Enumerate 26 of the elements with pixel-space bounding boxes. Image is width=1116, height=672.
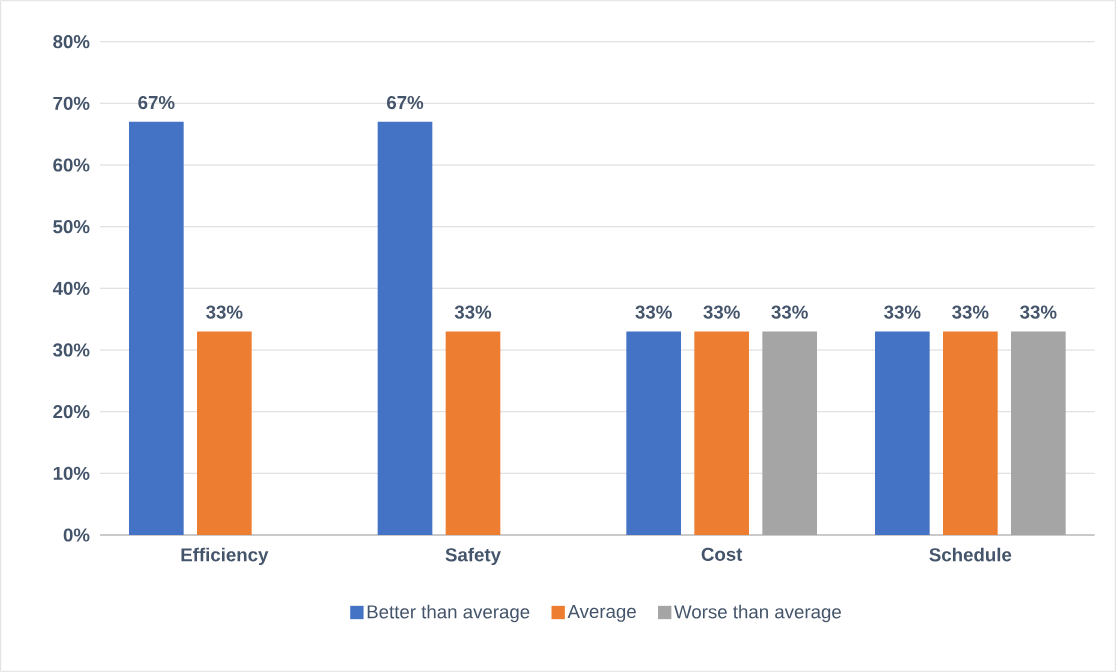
y-tick-label: 30%	[53, 343, 90, 357]
data-label: 33%	[952, 305, 989, 319]
x-tick-label: Schedule	[929, 547, 1012, 562]
data-label: 33%	[635, 305, 672, 319]
x-tick-label: Safety	[445, 547, 501, 566]
data-label: 33%	[884, 305, 921, 319]
data-label: 33%	[1020, 305, 1057, 319]
y-tick-label: 10%	[53, 466, 90, 480]
x-tick-label: Efficiency	[181, 547, 269, 566]
data-label: 33%	[703, 305, 740, 319]
data-label: 67%	[387, 95, 424, 110]
x-tick-label: Cost	[701, 547, 743, 561]
data-label: 33%	[454, 305, 492, 319]
y-tick-label: 80%	[53, 35, 90, 49]
y-tick-label: 60%	[53, 158, 90, 172]
data-label: 33%	[206, 305, 243, 319]
data-label: 33%	[771, 305, 808, 319]
y-tick-label: 20%	[53, 405, 90, 419]
y-tick-label: 0%	[63, 528, 90, 542]
legend-label: Better than average	[367, 604, 530, 623]
data-label: 67%	[138, 95, 175, 110]
y-tick-label: 70%	[53, 96, 90, 110]
y-tick-label: 50%	[53, 220, 90, 234]
legend-label: Worse than average	[674, 604, 841, 623]
legend-label: Average	[567, 605, 636, 622]
y-tick-label: 40%	[52, 281, 90, 295]
